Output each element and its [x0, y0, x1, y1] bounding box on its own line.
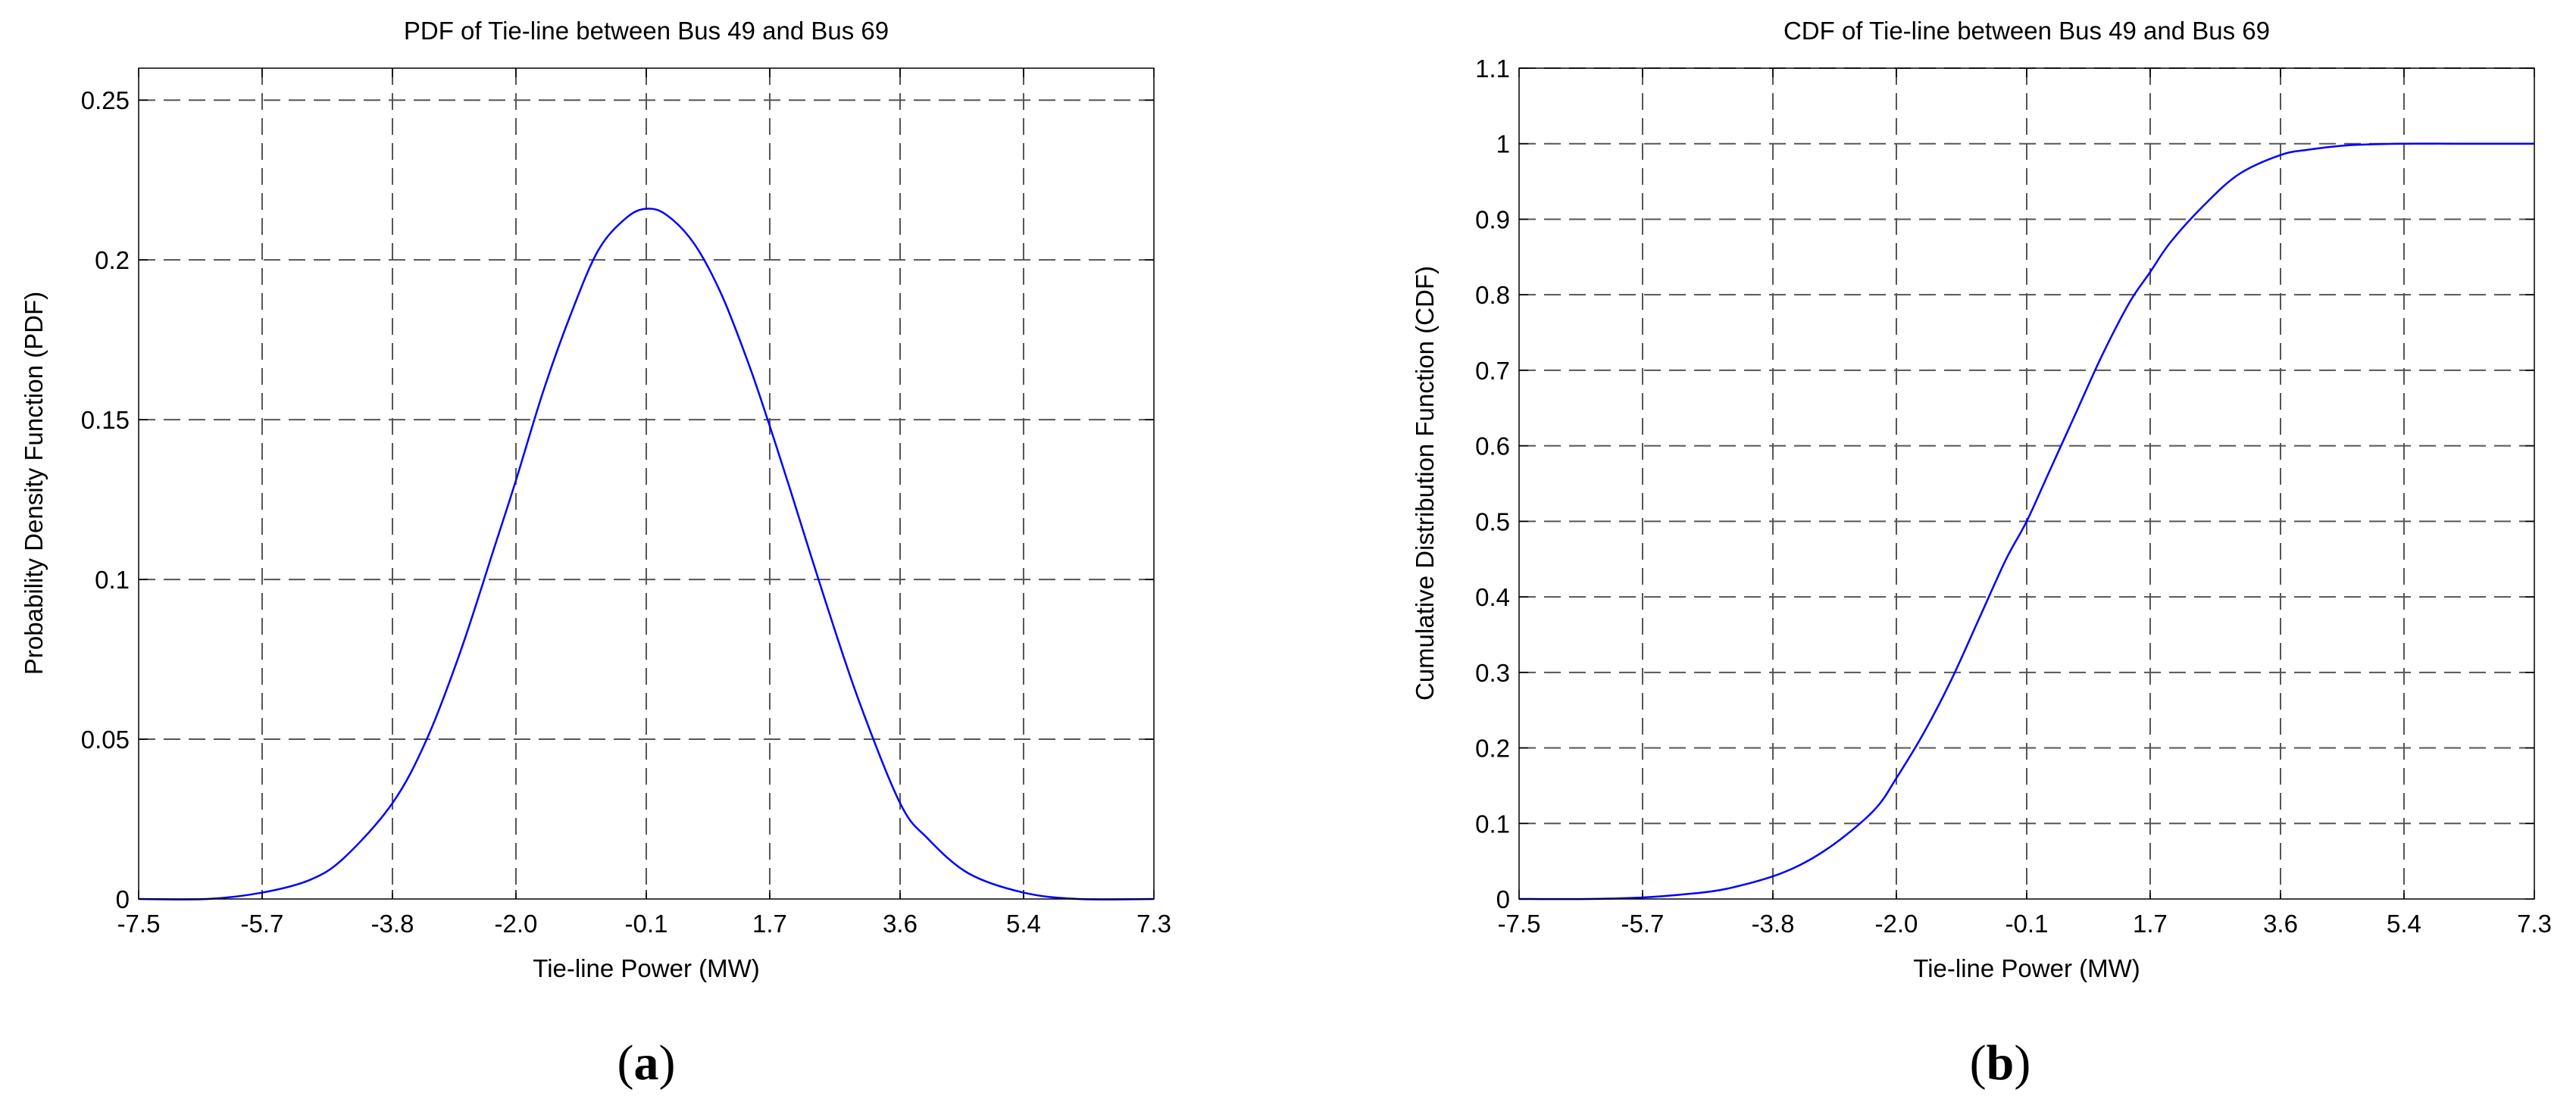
chart-b-xtick-label: -0.1	[2005, 910, 2049, 938]
chart-a-ytick-label: 0.15	[81, 406, 130, 434]
chart-b-ytick-label: 0.9	[1475, 205, 1510, 233]
chart-b-ylabel: Cumulative Distribution Function (CDF)	[1411, 266, 1439, 701]
chart-b-xtick-label: 3.6	[2263, 910, 2298, 938]
chart-a-ytick-label: 0.05	[81, 726, 130, 754]
chart-b-plot-area	[1518, 67, 2535, 900]
chart-b-ytick-label: 0.3	[1475, 659, 1510, 687]
chart-a-xtick-label: -7.5	[117, 910, 161, 938]
chart-a-xtick-label: -2.0	[495, 910, 538, 938]
chart-a-ytick-label: 0.2	[95, 246, 130, 274]
chart-a-xtick-label: 3.6	[883, 910, 918, 938]
chart-a-xtick-label: 1.7	[752, 910, 787, 938]
chart-a-ylabel: Probability Density Function (PDF)	[20, 292, 48, 675]
chart-a: -7.5 -5.7 -3.8 -2.0 -0.1 1.7 3.6 5.4 7.3 0 0.05 0.1…	[20, 17, 1171, 1091]
chart-a-panel-label: (a)	[617, 1035, 676, 1091]
chart-b-ytick-label: 0.7	[1475, 357, 1510, 385]
chart-b-series-line	[1518, 142, 2534, 901]
chart-b-xtick-label: -2.0	[1875, 910, 1918, 938]
chart-b-xlabel: Tie-line Power (MW)	[1913, 954, 2140, 982]
chart-b-ytick-label: 0.2	[1475, 735, 1510, 763]
chart-b-xtick-label: 1.7	[2133, 910, 2168, 938]
chart-a-series	[138, 208, 1155, 901]
chart-b-ytick-label: 0.1	[1475, 810, 1510, 838]
chart-b-ytick-label: 0.5	[1475, 507, 1510, 535]
chart-b-title: CDF of Tie-line between Bus 49 and Bus 6…	[1784, 17, 2270, 45]
chart-b-ytick-label: 1	[1496, 130, 1510, 158]
chart-a-xlabel: Tie-line Power (MW)	[533, 954, 759, 982]
chart-b: -7.5 -5.7 -3.8 -2.0 -0.1 1.7 3.6 5.4 7.3 0 0.1 0.2 0…	[1411, 17, 2552, 1091]
chart-b-ytick-label: 0	[1496, 885, 1510, 913]
chart-b-ytick-label: 1.1	[1475, 55, 1510, 83]
chart-a-grid	[139, 68, 1154, 899]
chart-b-series	[1518, 142, 2534, 901]
chart-b-panel-label: (b)	[1970, 1035, 2031, 1091]
chart-b-xtick-label: -5.7	[1621, 910, 1665, 938]
chart-b-tick-labels: -7.5 -5.7 -3.8 -2.0 -0.1 1.7 3.6 5.4 7.3 0 0.1 0.2 0…	[1475, 55, 2552, 938]
chart-b-ytick-label: 0.8	[1475, 281, 1510, 309]
chart-b-xtick-label: 5.4	[2387, 910, 2421, 938]
chart-a-xtick-label: 7.3	[1136, 910, 1171, 938]
chart-a-ytick-label: 0	[116, 885, 130, 913]
chart-a-ytick-label: 0.1	[95, 566, 130, 594]
chart-a-xtick-label: -3.8	[371, 910, 414, 938]
chart-a-series-line	[138, 208, 1155, 901]
chart-a-plot-area	[138, 67, 1155, 900]
chart-b-ytick-label: 0.6	[1475, 432, 1510, 460]
chart-b-xtick-label: 7.3	[2517, 910, 2552, 938]
chart-b-xtick-label: -3.8	[1752, 910, 1795, 938]
chart-a-title: PDF of Tie-line between Bus 49 and Bus 6…	[404, 17, 889, 45]
chart-a-ytick-label: 0.25	[81, 86, 130, 114]
chart-a-tick-labels: -7.5 -5.7 -3.8 -2.0 -0.1 1.7 3.6 5.4 7.3 0 0.05 0.1…	[81, 86, 1171, 938]
chart-b-ytick-label: 0.4	[1475, 583, 1510, 611]
chart-a-xtick-label: -0.1	[625, 910, 668, 938]
chart-a-xtick-label: 5.4	[1006, 910, 1041, 938]
chart-b-xtick-label: -7.5	[1498, 910, 1541, 938]
chart-a-xtick-label: -5.7	[241, 910, 284, 938]
